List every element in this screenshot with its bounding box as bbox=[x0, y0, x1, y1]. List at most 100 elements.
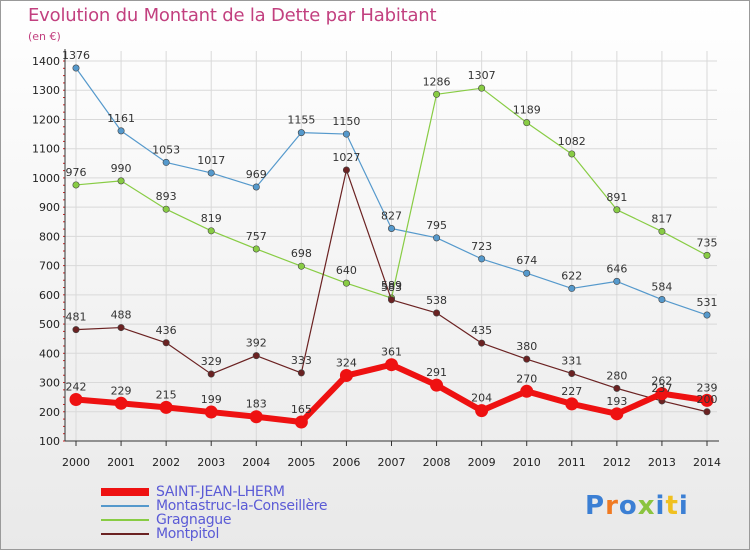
logo-letter: r bbox=[605, 491, 619, 521]
data-point bbox=[297, 129, 305, 137]
legend-label: SAINT-JEAN-LHERM bbox=[156, 484, 285, 500]
data-label: 199 bbox=[201, 393, 222, 406]
data-point bbox=[252, 352, 260, 360]
data-label: 819 bbox=[201, 212, 222, 225]
data-label: 640 bbox=[336, 264, 357, 277]
legend: SAINT-JEAN-LHERM Montastruc-la-Conseillèr… bbox=[101, 484, 328, 541]
data-point bbox=[72, 181, 80, 189]
y-tick-label: 500 bbox=[39, 318, 60, 331]
data-point bbox=[475, 404, 489, 418]
data-point bbox=[339, 369, 353, 383]
data-label: 291 bbox=[426, 366, 447, 379]
x-tick-label: 2014 bbox=[693, 456, 721, 469]
data-point bbox=[387, 224, 395, 232]
data-label: 817 bbox=[651, 212, 672, 225]
data-label: 795 bbox=[426, 219, 447, 232]
data-label: 976 bbox=[66, 166, 87, 179]
data-label: 239 bbox=[697, 381, 718, 394]
legend-label: Montpitol bbox=[156, 526, 220, 542]
data-point bbox=[520, 384, 534, 398]
data-label: 193 bbox=[606, 395, 627, 408]
data-point bbox=[342, 279, 350, 287]
data-point bbox=[703, 408, 711, 416]
data-label: 622 bbox=[561, 269, 582, 282]
data-point bbox=[249, 410, 263, 424]
data-label: 165 bbox=[291, 403, 312, 416]
data-point bbox=[297, 369, 305, 377]
data-point bbox=[117, 177, 125, 185]
data-point bbox=[207, 227, 215, 235]
data-label: 1161 bbox=[107, 112, 135, 125]
data-point bbox=[700, 393, 714, 407]
data-label: 324 bbox=[336, 357, 357, 370]
logo-letter: t bbox=[665, 491, 679, 521]
data-point bbox=[433, 309, 441, 317]
data-point bbox=[297, 262, 305, 270]
legend-item: Gragnague bbox=[101, 513, 327, 527]
data-label: 392 bbox=[246, 337, 267, 350]
x-tick-label: 2006 bbox=[332, 456, 360, 469]
data-label: 969 bbox=[246, 168, 267, 181]
data-point bbox=[294, 415, 308, 429]
logo-letter: P bbox=[585, 491, 606, 521]
data-point bbox=[613, 384, 621, 392]
data-point bbox=[162, 205, 170, 213]
data-point bbox=[610, 407, 624, 421]
data-label: 435 bbox=[471, 324, 492, 337]
data-label: 270 bbox=[516, 372, 537, 385]
data-label: 227 bbox=[561, 385, 582, 398]
y-tick-label: 200 bbox=[39, 406, 60, 419]
data-point bbox=[433, 234, 441, 242]
data-label: 215 bbox=[156, 388, 177, 401]
data-label: 262 bbox=[651, 375, 672, 388]
data-point bbox=[478, 255, 486, 263]
legend-swatch bbox=[101, 533, 149, 535]
data-point bbox=[162, 158, 170, 166]
data-label: 1155 bbox=[287, 114, 315, 127]
data-point bbox=[207, 169, 215, 177]
chart-subtitle: (en €) bbox=[28, 30, 61, 43]
data-label: 331 bbox=[561, 354, 582, 367]
chart-title: Evolution du Montant de la Dette par Hab… bbox=[28, 5, 437, 26]
data-label: 436 bbox=[156, 324, 177, 337]
legend-item: Montpitol bbox=[101, 527, 327, 541]
data-label: 242 bbox=[66, 380, 87, 393]
data-label: 1082 bbox=[558, 135, 586, 148]
legend-label: Gragnague bbox=[156, 512, 232, 528]
x-tick-label: 2001 bbox=[107, 456, 135, 469]
data-point bbox=[655, 387, 669, 401]
data-point bbox=[72, 326, 80, 334]
data-label: 1150 bbox=[332, 115, 360, 128]
y-tick-label: 1100 bbox=[32, 143, 60, 156]
data-label: 723 bbox=[471, 240, 492, 253]
data-point bbox=[387, 296, 395, 304]
data-point bbox=[478, 339, 486, 347]
data-label: 333 bbox=[291, 354, 312, 367]
data-point bbox=[342, 166, 350, 174]
data-point bbox=[430, 378, 444, 392]
x-tick-label: 2010 bbox=[513, 456, 541, 469]
data-point bbox=[207, 370, 215, 378]
data-label: 280 bbox=[606, 369, 627, 382]
data-point bbox=[568, 284, 576, 292]
logo-letter: i bbox=[678, 491, 689, 521]
data-label: 674 bbox=[516, 254, 537, 267]
data-point bbox=[703, 251, 711, 259]
data-point bbox=[385, 358, 398, 372]
data-label: 589 bbox=[381, 279, 402, 292]
data-label: 200 bbox=[697, 393, 718, 406]
data-point bbox=[523, 355, 531, 363]
data-label: 183 bbox=[246, 398, 267, 411]
y-tick-label: 1400 bbox=[32, 55, 60, 68]
y-tick-label: 700 bbox=[39, 260, 60, 273]
y-tick-label: 300 bbox=[39, 377, 60, 390]
y-tick-label: 400 bbox=[39, 347, 60, 360]
data-label: 827 bbox=[381, 209, 402, 222]
data-point bbox=[613, 206, 621, 214]
logo-letter: o bbox=[618, 491, 638, 521]
x-tick-label: 2003 bbox=[197, 456, 225, 469]
x-tick-label: 2000 bbox=[62, 456, 90, 469]
y-tick-label: 1000 bbox=[32, 172, 60, 185]
data-label: 488 bbox=[111, 309, 132, 322]
